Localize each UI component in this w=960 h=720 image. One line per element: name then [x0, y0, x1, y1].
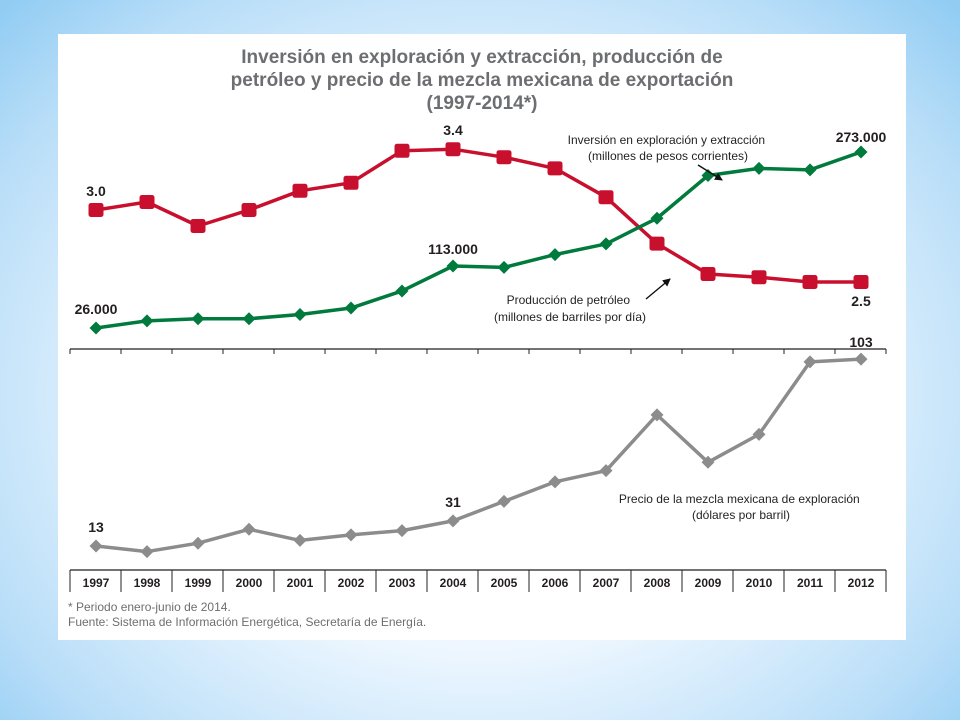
investment-point-2007 — [599, 237, 613, 251]
x-tick-label-2006: 2006 — [542, 576, 569, 590]
x-tick-label-2002: 2002 — [338, 576, 365, 590]
price-point-2009 — [701, 455, 715, 469]
legend-investment-arrow — [697, 164, 723, 181]
price-point-2011 — [803, 355, 817, 369]
investment-point-1999 — [191, 312, 205, 326]
production-value-label-2012: 2.5 — [851, 293, 871, 309]
x-tick-label-2009: 2009 — [695, 576, 722, 590]
investment-point-2005 — [497, 260, 511, 274]
production-value-label-1997: 3.0 — [86, 183, 106, 199]
investment-point-1998 — [140, 314, 154, 328]
investment-line — [95, 150, 862, 330]
investment-point-2001 — [293, 307, 307, 321]
investment-value-label-2012: 273.000 — [836, 129, 887, 145]
production-point-2004 — [445, 142, 461, 157]
price-value-label-2012: 103 — [849, 334, 873, 350]
x-tick-label-2000: 2000 — [236, 576, 263, 590]
legend-investment-line-2: (millones de pesos corrientes) — [588, 149, 748, 163]
x-tick-label-2001: 2001 — [287, 576, 314, 590]
chart-title: Inversión en exploración y extracción, p… — [58, 46, 906, 115]
investment-point-2012 — [854, 145, 868, 159]
investment-point-2002 — [344, 301, 358, 315]
production-line — [95, 147, 861, 284]
production-point-2008 — [649, 236, 665, 251]
x-tick-label-2008: 2008 — [644, 576, 671, 590]
investment-value-label-1997: 26.000 — [75, 301, 118, 317]
legend-investment-line-1: Inversión en exploración y extracción — [568, 133, 765, 147]
x-tick-label-1998: 1998 — [134, 576, 161, 590]
price-point-2005 — [497, 494, 511, 508]
production-point-2010 — [751, 270, 767, 285]
production-point-2011 — [802, 275, 818, 289]
price-point-2001 — [293, 533, 307, 547]
legend-production-line-1: Producción de petróleo — [507, 293, 631, 307]
investment-point-2004 — [446, 259, 460, 273]
price-point-2003 — [395, 524, 409, 538]
x-tick-label-1997: 1997 — [83, 576, 110, 590]
legend-price: Precio de la mezcla mexicana de explorac… — [619, 492, 863, 522]
price-point-2002 — [344, 528, 358, 542]
investment-point-2008 — [650, 211, 664, 225]
investment-point-2003 — [395, 284, 409, 298]
x-tick-label-2003: 2003 — [389, 576, 416, 590]
production-point-2005 — [496, 150, 512, 165]
price-point-2012 — [854, 352, 868, 366]
price-point-2010 — [752, 427, 766, 441]
x-tick-label-2007: 2007 — [593, 576, 620, 590]
production-point-2000 — [241, 203, 257, 217]
production-point-1999 — [190, 219, 206, 233]
legend-production-line-2: (millones de barriles por día) — [494, 310, 646, 324]
production-point-1998 — [139, 195, 155, 209]
footnote-line-1: * Periodo enero-junio de 2014. — [68, 600, 231, 614]
production-point-2007 — [598, 190, 614, 205]
price-point-2007 — [599, 464, 613, 478]
price-point-2004 — [446, 514, 460, 528]
footnote: * Periodo enero-junio de 2014. Fuente: S… — [68, 600, 426, 630]
legend-production-arrow — [645, 278, 671, 300]
chart-title-line-2: petróleo y precio de la mezcla mexicana … — [230, 70, 734, 91]
combined-line-chart: 1997 1998 1999 2000 2001 2002 2003 2004 2005 2006… — [69, 122, 887, 592]
legend-investment: Inversión en exploración y extracción (m… — [568, 133, 769, 163]
production-point-2012 — [853, 275, 869, 289]
legend-price-line-2: (dólares por barril) — [692, 508, 790, 522]
investment-value-label-2004: 113.000 — [428, 241, 478, 257]
chart-title-line-3: (1997-2014*) — [426, 93, 538, 114]
price-point-1998 — [140, 545, 154, 559]
x-tick-label-2012: 2012 — [848, 576, 875, 590]
price-point-2008 — [650, 408, 664, 422]
legend-production: Producción de petróleo (millones de barr… — [494, 293, 646, 324]
x-tick-label-2011: 2011 — [797, 576, 823, 590]
investment-point-2010 — [752, 161, 766, 175]
price-point-2000 — [242, 522, 256, 536]
legend-price-line-1: Precio de la mezcla mexicana de explorac… — [619, 492, 860, 506]
price-point-1997 — [89, 539, 103, 553]
price-value-label-2004: 31 — [445, 494, 461, 510]
production-point-2006 — [547, 161, 563, 176]
x-tick-label-1999: 1999 — [185, 576, 212, 590]
footnote-line-2: Fuente: Sistema de Información Energétic… — [68, 615, 427, 629]
x-tick-label-2010: 2010 — [746, 576, 773, 590]
slide-card: Inversión en exploración y extracción, p… — [58, 34, 906, 640]
production-point-1997 — [88, 203, 104, 217]
price-point-1999 — [191, 536, 205, 550]
production-point-2009 — [700, 267, 716, 281]
investment-point-2006 — [548, 248, 562, 262]
production-point-2001 — [292, 183, 308, 198]
investment-point-2011 — [803, 163, 817, 177]
chart-title-line-1: Inversión en exploración y extracción, p… — [241, 47, 723, 68]
production-value-label-2004: 3.4 — [443, 122, 463, 138]
price-line — [95, 357, 862, 554]
investment-point-2009 — [701, 169, 715, 183]
investment-point-1997 — [89, 321, 103, 335]
price-value-label-1997: 13 — [88, 519, 104, 535]
production-point-2002 — [343, 175, 359, 190]
price-point-2006 — [548, 475, 562, 489]
x-tick-label-2004: 2004 — [440, 576, 467, 590]
production-point-2003 — [394, 143, 410, 158]
x-tick-label-2005: 2005 — [491, 576, 518, 590]
investment-point-2000 — [242, 312, 256, 326]
